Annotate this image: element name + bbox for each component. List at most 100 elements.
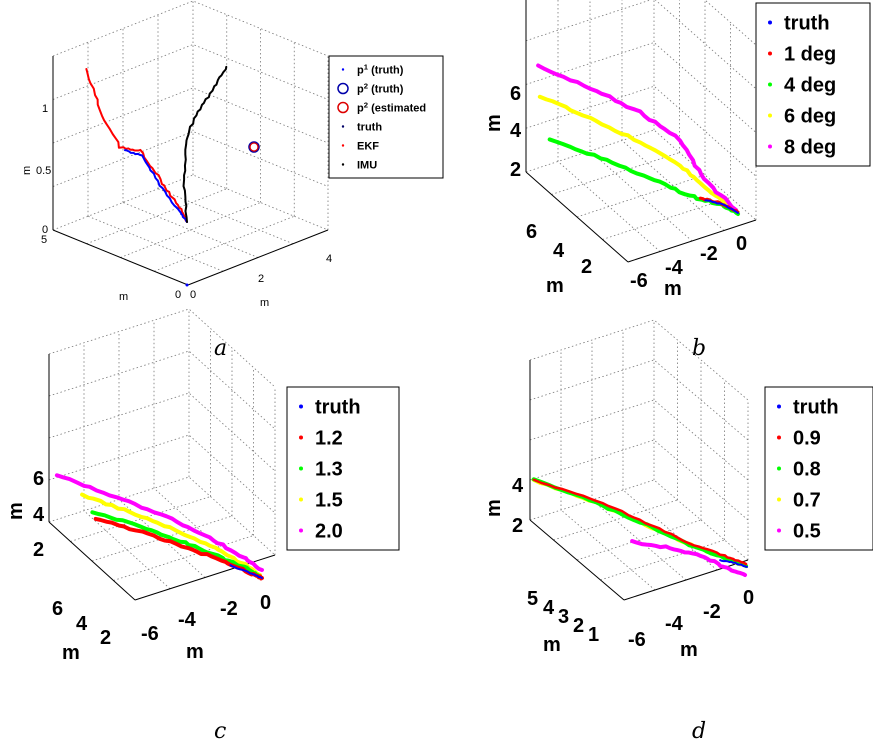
c-z-tick: 2 [33,539,44,561]
b-z-label: m [483,114,505,132]
a-legend-marker [341,68,345,71]
a-floor-back [52,174,329,231]
b-legend-marker [768,20,772,25]
b-y-axis [525,171,629,263]
b-floor-back [525,129,757,221]
b-legend-marker [768,113,772,118]
d-y-tick: 1 [588,624,599,646]
d-legend-marker [777,435,781,440]
a-legend-marker [341,163,345,166]
c-floor-grid [83,510,171,590]
d-legend-label: 0.7 [793,490,821,512]
a-wall-grid [52,131,329,187]
d-0.5-line [630,539,747,577]
caption-b: b [692,336,706,361]
c-y-axis [48,521,136,601]
b-8deg-line [536,63,738,212]
a-legend-label: p2 (truth) [357,81,404,96]
b-z-tick: 6 [510,83,521,105]
d-legend-marker [777,466,781,471]
b-x-tick: -6 [630,270,648,292]
c-floor-grid [70,496,211,542]
d-y-tick: 3 [558,606,569,628]
a-z-tick: 0.5 [36,165,51,177]
a-floor-grid [86,188,227,245]
caption-c: c [214,719,226,744]
a-z-label: m [21,166,33,175]
d-wall-grid [529,359,749,441]
caption-a: a [214,336,227,361]
d-x-tick: -4 [665,613,684,635]
d-z-tick: 4 [512,475,524,497]
b-y-label: m [546,275,564,297]
b-x-label: m [664,278,682,300]
a-p1-marker [185,283,189,287]
d-floor-back [529,479,749,561]
b-floor-grid [589,150,693,242]
a-legend-label: truth [357,121,382,133]
b-z-tick: 4 [510,120,522,142]
c-y-tick: 4 [76,613,88,635]
c-y-label: m [62,642,80,664]
a-x-axis [187,229,329,286]
c-wall-grid [48,350,276,430]
a-legend-marker [337,101,349,114]
c-legend-label: truth [315,397,361,419]
a-floor-grid [122,202,259,258]
d-x-label: m [680,639,698,661]
d-top-edge [529,319,749,401]
c-floor-grid [113,535,254,581]
b-floor-grid [576,174,706,218]
a-legend-label: p1 (truth) [357,62,404,77]
d-legend-label: 0.9 [793,428,821,450]
c-legend-label: 2.0 [315,521,343,543]
a-legend-marker [341,144,345,147]
b-6deg-line [537,94,738,212]
d-legend-label: 0.8 [793,459,821,481]
d-floor-grid [600,539,725,581]
a-wall-grid [52,87,329,144]
c-floor-grid [153,487,241,567]
a-x-tick: 2 [258,273,264,285]
c-y-tick: 6 [52,598,63,620]
a-z-tick: 0 [42,224,48,236]
c-z-tick: 4 [33,504,45,526]
caption-d: d [692,719,706,744]
d-y-tick: 5 [527,588,538,610]
d-wall-grid [529,399,749,481]
c-z-tick: 6 [33,468,44,490]
b-x-tick: 0 [736,233,747,255]
a-floor-grid [87,215,224,272]
d-floor-grid [591,499,687,581]
b-floor-grid [557,161,661,252]
c-x-tick: -2 [220,598,238,620]
c-1.2-line [93,516,264,581]
d-legend-box [764,386,873,551]
c-truth-line [229,564,263,579]
b-legend-label: truth [784,13,830,35]
a-y-label: m [119,291,128,303]
d-floor-grid [553,499,678,541]
b-z-tick: 2 [510,159,521,181]
b-legend-label: 1 deg [784,44,836,66]
a-legend-marker [337,82,349,95]
a-x-tick: 0 [190,289,196,301]
a-legend-label: IMU [357,159,377,171]
a-p2-estimated-marker [249,142,259,152]
d-legend-label: 0.5 [793,521,821,543]
b-wall-grid [525,0,757,90]
c-legend-marker [299,528,303,533]
a-x-tick: 4 [326,253,332,265]
a-floor-grid [157,188,294,245]
c-legend-label: 1.2 [315,428,343,450]
c-legend-marker [299,435,303,440]
b-legend-marker [768,144,772,149]
c-top-edge [48,308,276,388]
b-legend-box [755,2,871,167]
d-legend-marker [777,528,781,533]
a-y-tick: 0 [175,289,181,301]
a-y-axis [52,229,189,286]
